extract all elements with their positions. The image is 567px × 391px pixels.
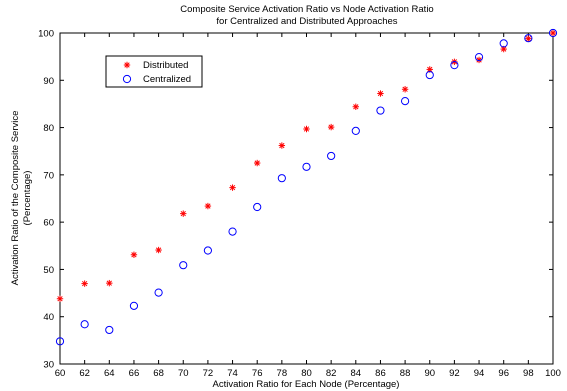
legend-box	[105, 55, 203, 88]
x-tick-label: 94	[474, 368, 485, 379]
x-tick-label: 100	[545, 368, 561, 379]
centralized-point	[450, 61, 459, 70]
distributed-point	[56, 295, 64, 302]
distributed-point	[155, 246, 162, 254]
x-tick-label: 68	[153, 368, 164, 379]
x-tick-label: 88	[400, 368, 411, 379]
centralized-point	[228, 227, 237, 236]
centralized-point	[154, 288, 163, 297]
centralized-point	[351, 126, 360, 135]
x-tick-label: 80	[301, 368, 312, 379]
y-tick-label: 50	[43, 265, 54, 276]
centralized-point	[474, 53, 484, 62]
y-axis-label-line-2: (Percentage)	[22, 171, 33, 226]
distributed-point	[81, 280, 88, 287]
y-tick-label: 70	[43, 170, 54, 181]
centralized-point	[55, 337, 65, 346]
x-tick-label: 60	[55, 368, 66, 379]
legend: Distributed Centralized	[105, 55, 203, 88]
distributed-point	[254, 159, 261, 167]
distributed-point	[130, 251, 138, 258]
y-tick-label: 90	[43, 76, 54, 87]
distributed-point	[229, 184, 236, 191]
legend-label-distributed: Distributed	[143, 60, 188, 71]
x-tick-label: 64	[104, 368, 115, 379]
x-tick-label: 92	[449, 368, 460, 379]
x-tick-label: 76	[252, 368, 263, 379]
distributed-point	[401, 86, 409, 93]
centralized-point	[302, 162, 311, 171]
distributed-point	[377, 90, 384, 97]
axis-ticks: 60 62 64 66 68 70 72 74 76 78 80 82 84 86 88 90 92 94 96 98…	[38, 29, 561, 380]
legend-marker-centralized	[122, 74, 132, 84]
x-tick-label: 72	[203, 368, 214, 379]
distributed-point	[303, 125, 310, 133]
y-tick-label: 40	[43, 312, 54, 323]
centralized-point	[80, 320, 89, 329]
plot-area	[59, 32, 554, 365]
x-tick-label: 78	[277, 368, 288, 379]
y-tick-label: 60	[43, 218, 54, 229]
centralized-point	[524, 34, 533, 43]
centralized-point	[105, 325, 114, 335]
x-tick-label: 74	[227, 368, 238, 379]
centralized-point	[277, 174, 286, 183]
distributed-point	[525, 35, 532, 42]
chart-title-line-1: Composite Service Activation Ratio vs No…	[180, 4, 433, 15]
centralized-point	[203, 246, 212, 255]
centralized-point	[499, 39, 508, 48]
x-tick-label: 86	[375, 368, 386, 379]
y-axis-label-line-1: Activation Ratio of the Composite Servic…	[10, 111, 21, 286]
centralized-point	[129, 301, 139, 310]
x-tick-label: 96	[498, 368, 509, 379]
x-tick-label: 90	[424, 368, 435, 379]
distributed-point	[352, 103, 359, 110]
distributed-point	[106, 279, 113, 287]
x-tick-label: 70	[178, 368, 189, 379]
centralized-point	[179, 261, 188, 270]
centralized-point	[548, 28, 558, 38]
y-tick-label: 80	[43, 123, 54, 134]
data-markers	[55, 28, 558, 346]
distributed-point	[204, 202, 212, 210]
centralized-point	[425, 70, 434, 80]
x-tick-label: 82	[326, 368, 337, 379]
x-tick-label: 84	[351, 368, 362, 379]
centralized-point	[253, 202, 262, 212]
x-axis-label: Activation Ratio for Each Node (Percenta…	[213, 379, 400, 390]
x-tick-label: 66	[129, 368, 140, 379]
distributed-point	[549, 29, 557, 37]
centralized-point	[327, 151, 336, 161]
legend-symbol-centralized	[122, 74, 132, 84]
legend-marker-distributed	[123, 61, 131, 69]
legend-symbol-distributed	[123, 61, 131, 69]
x-tick-label: 62	[79, 368, 90, 379]
centralized-point	[376, 106, 385, 115]
legend-label-centralized: Centralized	[143, 74, 191, 85]
chart-title-line-2: for Centralized and Distributed Approach…	[216, 16, 397, 27]
distributed-point	[180, 210, 187, 217]
centralized-point	[401, 96, 410, 106]
distributed-point	[327, 123, 335, 131]
y-tick-label: 30	[43, 360, 54, 371]
distributed-point	[278, 142, 286, 149]
y-tick-label: 100	[38, 29, 54, 40]
x-tick-label: 98	[523, 368, 534, 379]
